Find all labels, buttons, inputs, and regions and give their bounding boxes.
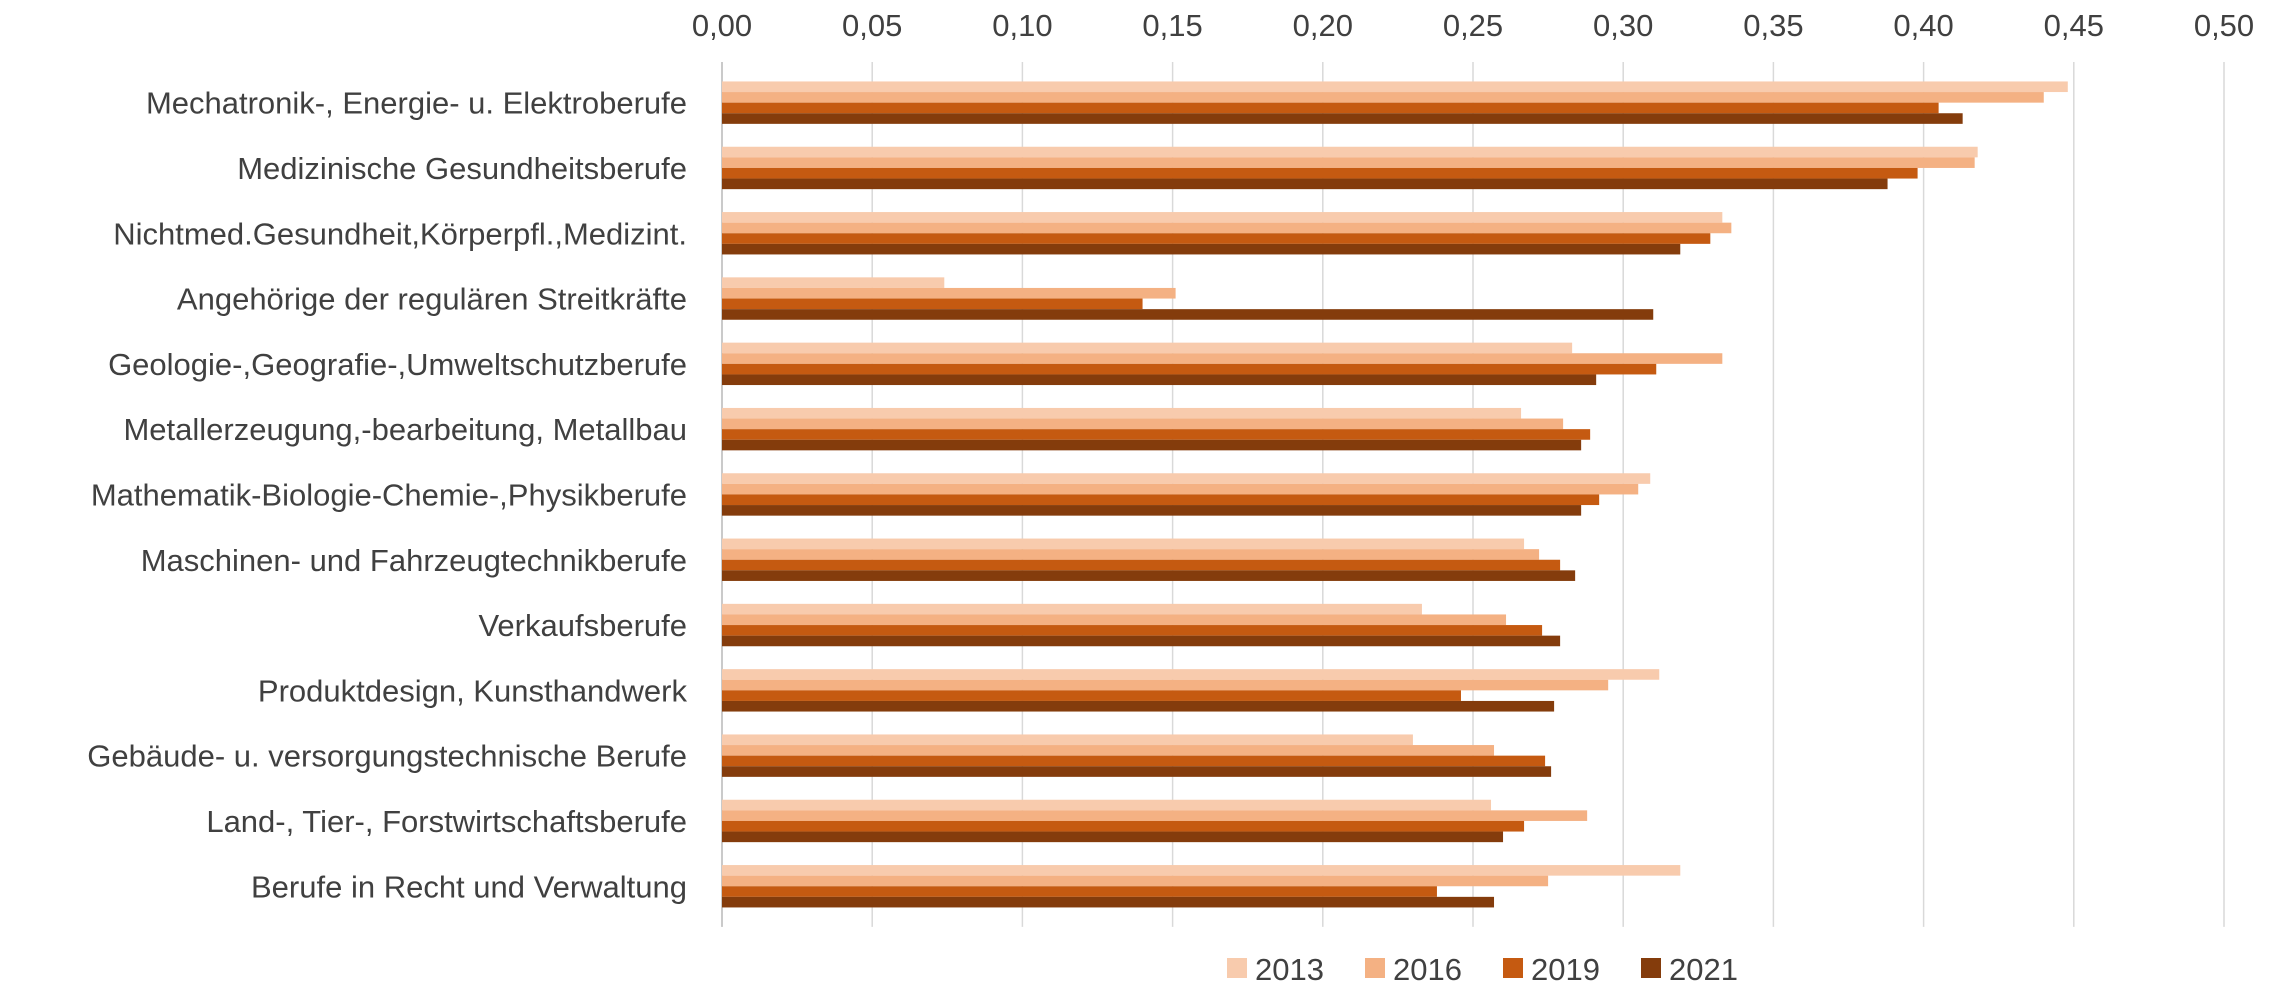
x-tick-label: 0,15 xyxy=(1142,8,1202,43)
x-axis-ticks: 0,00 0,05 0,10 0,15 0,20 0,25 0,30 0,35 0,40 0,45… xyxy=(692,8,2254,43)
bar-2021 xyxy=(722,831,1504,843)
legend-swatch xyxy=(1503,958,1523,978)
legend-swatch xyxy=(1365,958,1385,978)
category-label: Mathematik-Biologie-Chemie-,Physikberufe xyxy=(91,477,687,512)
category-label: Metallerzeugung,-bearbeitung, Metallbau xyxy=(123,412,687,447)
bar-2019 xyxy=(722,233,1711,244)
bar-2019 xyxy=(722,559,1561,571)
bar-2013 xyxy=(722,277,945,288)
bar-2016 xyxy=(722,222,1732,234)
bar-2021 xyxy=(722,766,1552,777)
x-tick-label: 0,30 xyxy=(1593,8,1653,43)
bar-2013 xyxy=(722,799,1492,811)
legend-swatch xyxy=(1227,958,1247,978)
bar-2019 xyxy=(722,755,1546,767)
bar-2016 xyxy=(722,353,1723,364)
bar-2013 xyxy=(722,146,1978,158)
bar-2016 xyxy=(722,549,1540,560)
bar-2016 xyxy=(722,875,1549,887)
bar-2013 xyxy=(722,473,1651,484)
bar-2019 xyxy=(722,690,1461,701)
bar-2016 xyxy=(722,287,1176,299)
legend-label: 2019 xyxy=(1531,952,1600,987)
bar-2016 xyxy=(722,483,1639,495)
x-tick-label: 0,40 xyxy=(1893,8,1953,43)
bar-2019 xyxy=(722,625,1543,636)
bar-2021 xyxy=(722,439,1582,451)
category-label: Geologie-,Geografie-,Umweltschutzberufe xyxy=(108,347,687,382)
bar-2019 xyxy=(722,429,1591,440)
bar-2019 xyxy=(722,820,1525,832)
bar-2021 xyxy=(722,635,1561,647)
bar-2021 xyxy=(722,309,1654,320)
bar-2021 xyxy=(722,700,1555,712)
category-label: Produktdesign, Kunsthandwerk xyxy=(258,673,688,708)
bar-2016 xyxy=(722,92,2044,103)
bar-2013 xyxy=(722,342,1573,354)
category-label: Medizinische Gesundheitsberufe xyxy=(237,151,687,186)
category-label: Maschinen- und Fahrzeugtechnikberufe xyxy=(141,543,687,578)
bar-2013 xyxy=(722,407,1522,419)
legend: 2013 2016 2019 2021 xyxy=(1227,952,1738,987)
bar-2019 xyxy=(722,363,1657,375)
bar-2019 xyxy=(722,494,1600,506)
bar-2016 xyxy=(722,810,1588,821)
x-tick-label: 0,20 xyxy=(1293,8,1353,43)
bar-2021 xyxy=(722,374,1597,386)
bar-2021 xyxy=(722,243,1681,255)
bar-2016 xyxy=(722,418,1564,430)
bar-2019 xyxy=(722,886,1437,897)
bar-2013 xyxy=(722,734,1413,746)
bar-2016 xyxy=(722,679,1609,691)
bar-2021 xyxy=(722,113,1963,124)
bar-2019 xyxy=(722,102,1939,114)
bar-2021 xyxy=(722,896,1495,908)
bar-2016 xyxy=(722,745,1495,756)
x-tick-label: 0,05 xyxy=(842,8,902,43)
category-labels: Mechatronik-, Energie- u. Elektroberufe M… xyxy=(87,86,687,905)
bars xyxy=(722,81,2068,908)
category-label: Berufe in Recht und Verwaltung xyxy=(251,869,687,904)
bar-2016 xyxy=(722,614,1507,626)
bar-2021 xyxy=(722,570,1576,581)
bar-2013 xyxy=(722,865,1681,876)
category-label: Nichtmed.Gesundheit,Körperpfl.,Medizint. xyxy=(113,216,687,251)
bar-2021 xyxy=(722,505,1582,516)
legend-label: 2016 xyxy=(1393,952,1462,987)
x-tick-label: 0,45 xyxy=(2044,8,2104,43)
bar-2019 xyxy=(722,298,1143,310)
x-tick-label: 0,50 xyxy=(2194,8,2254,43)
bar-2016 xyxy=(722,157,1975,168)
bar-2019 xyxy=(722,167,1918,179)
legend-swatch xyxy=(1641,958,1661,978)
category-label: Gebäude- u. versorgungstechnische Berufe xyxy=(87,739,687,774)
bar-2013 xyxy=(722,538,1525,550)
legend-label: 2013 xyxy=(1255,952,1324,987)
category-label: Verkaufsberufe xyxy=(478,608,687,643)
x-tick-label: 0,25 xyxy=(1443,8,1503,43)
category-label: Land-, Tier-, Forstwirtschaftsberufe xyxy=(206,804,687,839)
x-tick-label: 0,35 xyxy=(1743,8,1803,43)
x-tick-label: 0,00 xyxy=(692,8,752,43)
bar-2013 xyxy=(722,212,1723,223)
bar-2013 xyxy=(722,669,1660,680)
bar-2013 xyxy=(722,81,2068,93)
category-label: Mechatronik-, Energie- u. Elektroberufe xyxy=(146,86,687,121)
legend-label: 2021 xyxy=(1669,952,1738,987)
x-tick-label: 0,10 xyxy=(992,8,1052,43)
bar-2021 xyxy=(722,178,1888,190)
bar-2013 xyxy=(722,603,1422,615)
category-label: Angehörige der regulären Streitkräfte xyxy=(177,282,687,317)
